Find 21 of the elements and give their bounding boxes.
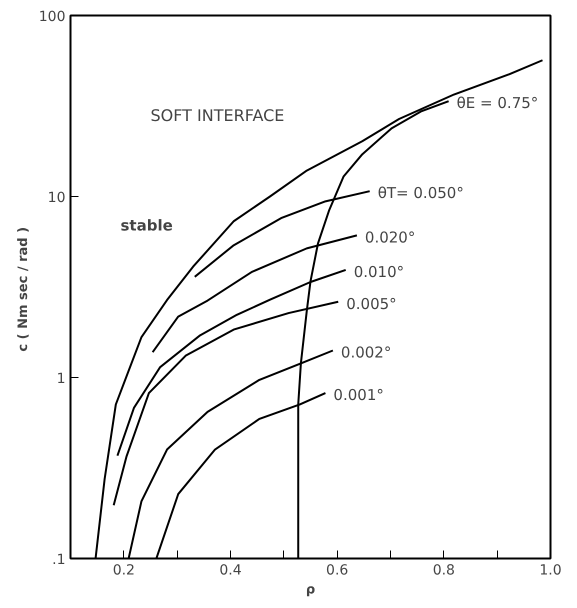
text: SOFT INTERFACE <box>150 106 284 125</box>
series-label: 0.020° <box>364 228 416 246</box>
series-label: 0.010° <box>354 262 404 281</box>
annotation: stable <box>120 216 173 234</box>
series-label: 0.005° <box>346 294 397 313</box>
x-tick-label: 0.6 <box>326 562 348 578</box>
y-tick-label: .1 <box>52 552 66 568</box>
y-tick-label: 10 <box>48 190 66 206</box>
x-tick-label: 0.2 <box>112 562 135 578</box>
series-label: 0.001° <box>333 386 384 404</box>
x-tick-label: 0.8 <box>432 562 455 578</box>
y-tick-label: 100 <box>38 9 66 25</box>
y-axis-title: c ( Nm sec / rad ) <box>16 226 31 352</box>
x-axis-title: ρ <box>306 582 316 598</box>
y-tick-label: 1 <box>56 371 66 387</box>
series-label: θT= 0.050° <box>378 184 464 202</box>
series-label: 0.002° <box>340 343 392 362</box>
line-series <box>94 59 544 558</box>
x-tick-label: 1.0 <box>539 562 562 578</box>
x-tick-label: 0.4 <box>219 562 242 578</box>
series-label: θE = 0.75° <box>456 94 538 112</box>
